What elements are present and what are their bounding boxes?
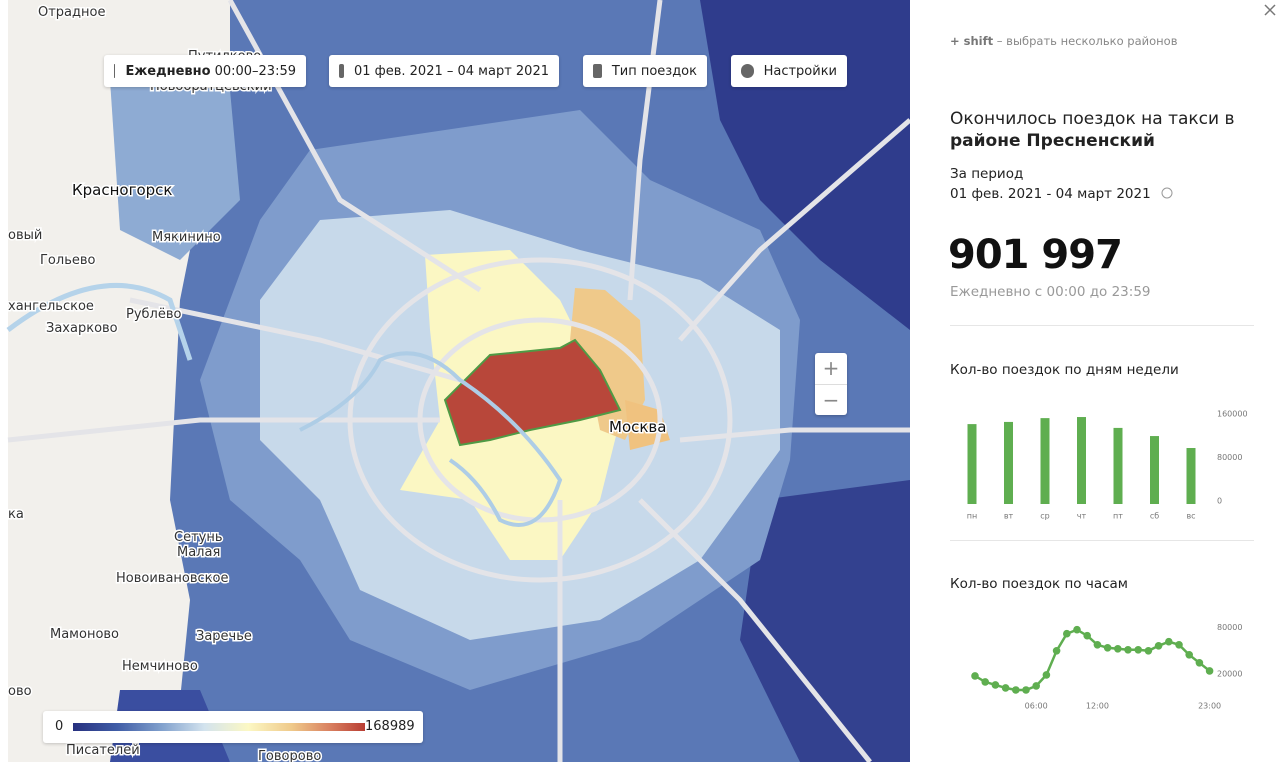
river xyxy=(299,351,563,527)
map-label: Рублёво xyxy=(126,307,182,322)
map-label: Говорово xyxy=(258,749,321,762)
map-label: Писателей xyxy=(66,743,140,758)
zoom-out[interactable]: − xyxy=(822,388,840,412)
info-icon[interactable] xyxy=(1161,187,1173,199)
selected-district[interactable] xyxy=(443,338,622,447)
schedule-filter[interactable]: Ежедневно 00:00–23:59 xyxy=(104,55,306,87)
map-label: Сетунь xyxy=(174,530,223,545)
hint-key: + shift xyxy=(950,34,994,48)
map-label: Новоивановское xyxy=(116,571,229,586)
district-light xyxy=(110,80,240,260)
period: 01 фев. 2021 - 04 март 2021 xyxy=(950,186,1173,202)
map-label: Москва xyxy=(609,418,666,436)
heading-text: Окончилось поездок на такси в xyxy=(950,109,1235,129)
map-label: Захарково xyxy=(46,321,118,336)
hint-text: – выбрать несколько районов xyxy=(996,34,1178,48)
icon xyxy=(593,64,602,78)
zoom-in[interactable]: + xyxy=(815,353,847,385)
zoom-control: + − xyxy=(815,353,847,415)
total-note: Ежедневно с 00:00 до 23:59 xyxy=(950,284,1151,300)
legend-min: 0 xyxy=(55,719,64,734)
map-label: Малая xyxy=(177,545,220,560)
map-label: Отрадное xyxy=(38,5,105,20)
map-label: Мамоново xyxy=(50,627,119,642)
period-text: 01 фев. 2021 - 04 март 2021 xyxy=(950,186,1151,202)
icon xyxy=(114,64,116,78)
icon xyxy=(741,64,754,78)
chart-title: Кол-во поездок по дням недели xyxy=(950,362,1179,378)
legend-scale xyxy=(73,723,365,731)
dates: 01 фев. 2021 – 04 март 2021 xyxy=(353,63,549,79)
hint: + shift – выбрать несколько районов xyxy=(950,34,1177,48)
map-label: Мякинино xyxy=(152,230,221,245)
legend-max: 168989 xyxy=(365,719,415,734)
map[interactable]: ОтрадноеПутилковоНовобратцевскийКрасного… xyxy=(0,0,910,762)
map-legend: 0 168989 xyxy=(43,711,423,743)
total: 901 997 xyxy=(948,232,1123,278)
chart-title: Кол-во поездок по часам xyxy=(950,576,1128,592)
heading: Окончилось поездок на такси в районе Прес… xyxy=(950,108,1250,152)
river xyxy=(6,282,193,361)
period-label: За период xyxy=(950,166,1024,182)
map-label: Заречье xyxy=(196,629,252,644)
trip-type-filter[interactable]: Тип поездок xyxy=(583,55,707,87)
separator xyxy=(950,540,1254,541)
map-label: ка xyxy=(8,507,24,522)
side-panel: + shift – выбрать несколько районов Окон… xyxy=(910,0,1280,762)
map-label: овый xyxy=(8,228,42,243)
heading-bold: районе Пресненский xyxy=(950,131,1155,151)
schedule-bold: Ежедневно xyxy=(125,63,211,79)
settings-button[interactable]: Настройки xyxy=(731,55,847,87)
district-dark xyxy=(740,480,910,762)
map-label: Немчиново xyxy=(122,659,198,674)
schedule-time: 00:00–23:59 xyxy=(214,63,296,79)
map-label: Гольево xyxy=(40,253,96,268)
separator xyxy=(950,325,1254,326)
settings: Настройки xyxy=(763,63,837,79)
map-label: Красногорск xyxy=(72,181,172,199)
map-label: ово xyxy=(8,684,32,699)
close-icon[interactable] xyxy=(1264,4,1276,16)
map-label: хангельское xyxy=(8,299,94,314)
trip-type: Тип поездок xyxy=(611,63,697,79)
icon xyxy=(339,64,344,78)
date-filter[interactable]: 01 фев. 2021 – 04 март 2021 xyxy=(329,55,559,87)
